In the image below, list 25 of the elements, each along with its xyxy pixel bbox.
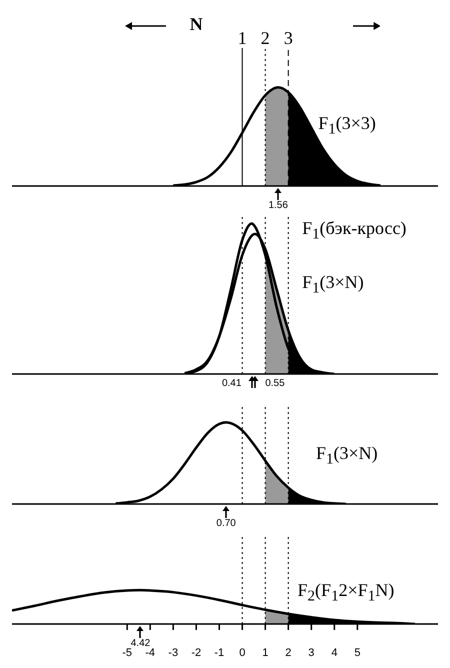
text: 3 bbox=[282, 28, 294, 49]
series-label: F$_{1}$(3×N) bbox=[316, 443, 378, 469]
x-tick-label: -1 bbox=[214, 646, 224, 659]
x-tick-label: 5 bbox=[354, 646, 360, 659]
series-label: F$_{2}$(F$_{1}$2×F$_{1}$N) bbox=[298, 580, 394, 606]
x-tick-label: 0 bbox=[239, 646, 246, 659]
x-tick-label: -5 bbox=[122, 646, 132, 659]
x-tick-label: -3 bbox=[168, 646, 178, 659]
text: N bbox=[188, 14, 204, 35]
text: 0.41 bbox=[220, 378, 242, 389]
text: 4.42 bbox=[130, 638, 150, 649]
text: 1.56 bbox=[267, 200, 289, 211]
x-tick-label: 4 bbox=[331, 646, 338, 659]
text: 0.70 bbox=[215, 518, 237, 529]
series-label: F$_{1}$(3×3) bbox=[318, 112, 376, 138]
x-tick-label: 1 bbox=[262, 646, 268, 659]
text: 1 bbox=[236, 28, 248, 49]
text: 0.55 bbox=[264, 378, 286, 389]
text: 2 bbox=[260, 28, 271, 49]
x-tick-label: 3 bbox=[308, 646, 314, 659]
x-tick-label: 2 bbox=[285, 646, 292, 659]
series-label: F$_{1}$(3×N) bbox=[302, 272, 364, 298]
x-tick-label: -4 bbox=[145, 646, 156, 659]
text: F$_{1}$(бэк-кросс) bbox=[302, 218, 406, 244]
x-tick-label: -2 bbox=[191, 646, 202, 659]
